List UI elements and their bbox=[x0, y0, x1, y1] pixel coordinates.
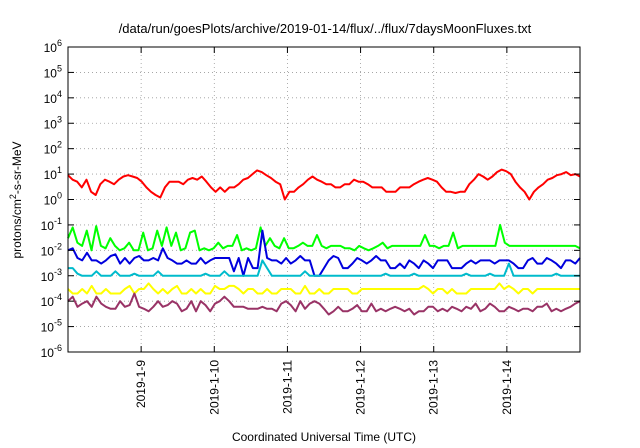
y-tick-label: 103 bbox=[44, 114, 62, 131]
y-tick-exp: 3 bbox=[57, 114, 62, 124]
series-line bbox=[67, 292, 581, 316]
chart-title: /data/run/goesPlots/archive/2019-01-14/f… bbox=[119, 21, 532, 36]
y-tick-exp: 2 bbox=[57, 140, 62, 150]
x-axis: 2019-1-9 2019-1-10 2019-1-11 2019-1-12 2019-… bbox=[134, 47, 514, 415]
y-tick-base: 10 bbox=[41, 270, 55, 284]
x-tick-label: 2019-1-14 bbox=[500, 360, 514, 415]
series-line bbox=[67, 229, 581, 277]
y-tick-base: 10 bbox=[44, 143, 58, 157]
y-tick-base: 10 bbox=[41, 244, 55, 258]
y-tick-base: 10 bbox=[44, 168, 58, 182]
y-tick-exp: -5 bbox=[54, 318, 62, 328]
y-tick-exp: -1 bbox=[54, 216, 62, 226]
y-tick-label: 10-1 bbox=[41, 216, 62, 233]
y-tick-label: 10-5 bbox=[41, 318, 62, 335]
y-tick-label: 104 bbox=[44, 89, 62, 106]
y-tick-label: 10-2 bbox=[41, 241, 62, 258]
series-line bbox=[67, 168, 581, 201]
y-tick-label: 106 bbox=[44, 38, 62, 55]
y-tick-exp: 6 bbox=[57, 38, 62, 48]
y-tick-exp: -3 bbox=[54, 267, 62, 277]
y-tick-exp: -6 bbox=[54, 343, 62, 353]
y-axis: 10-610-510-410-310-210-11001011021031041… bbox=[41, 38, 580, 360]
y-axis-label-pre: protons/cm bbox=[10, 199, 24, 258]
y-tick-label: 105 bbox=[44, 63, 62, 80]
y-tick-base: 10 bbox=[41, 219, 55, 233]
x-tick-label: 2019-1-9 bbox=[134, 360, 148, 408]
y-tick-label: 102 bbox=[44, 140, 62, 157]
y-tick-base: 10 bbox=[41, 346, 55, 360]
y-tick-exp: 0 bbox=[57, 191, 62, 201]
y-tick-base: 10 bbox=[44, 92, 58, 106]
series-line bbox=[67, 223, 581, 252]
x-tick-label: 2019-1-12 bbox=[354, 360, 368, 415]
y-tick-base: 10 bbox=[41, 321, 55, 335]
y-axis-label-sup: 2 bbox=[8, 194, 18, 199]
y-tick-base: 10 bbox=[44, 66, 58, 80]
x-axis-label: Coordinated Universal Time (UTC) bbox=[232, 430, 416, 444]
y-tick-label: 101 bbox=[44, 165, 62, 182]
y-tick-base: 10 bbox=[44, 41, 58, 55]
y-tick-exp: -2 bbox=[54, 241, 62, 251]
y-tick-exp: 4 bbox=[57, 89, 62, 99]
y-tick-exp: 1 bbox=[57, 165, 62, 175]
y-tick-base: 10 bbox=[41, 295, 55, 309]
y-tick-base: 10 bbox=[44, 117, 58, 131]
x-tick-label: 2019-1-10 bbox=[207, 360, 221, 415]
y-tick-exp: -4 bbox=[54, 292, 62, 302]
y-tick-label: 10-6 bbox=[41, 343, 62, 360]
y-tick-base: 10 bbox=[44, 194, 58, 208]
x-tick-label: 2019-1-11 bbox=[280, 360, 294, 414]
y-axis-label: protons/cm2-s-sr-MeV bbox=[8, 141, 24, 258]
y-tick-exp: 5 bbox=[57, 63, 62, 73]
y-axis-label-post: -s-sr-MeV bbox=[10, 141, 24, 194]
y-tick-label: 10-3 bbox=[41, 267, 62, 284]
y-tick-label: 100 bbox=[44, 191, 62, 208]
grid bbox=[68, 47, 580, 352]
series-line bbox=[68, 259, 580, 277]
x-tick-label: 2019-1-13 bbox=[427, 360, 441, 415]
series-group bbox=[67, 168, 581, 316]
series-line bbox=[67, 282, 580, 295]
y-tick-label: 10-4 bbox=[41, 292, 62, 309]
